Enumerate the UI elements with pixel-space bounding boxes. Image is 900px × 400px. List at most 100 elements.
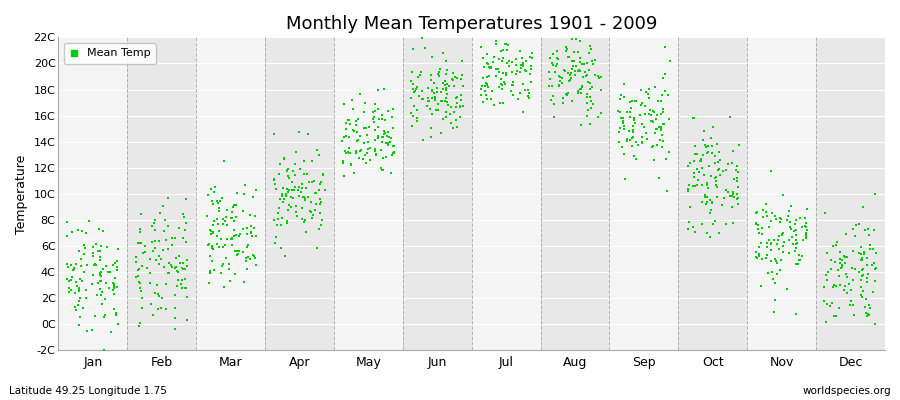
Point <box>110 264 124 270</box>
Point <box>94 269 108 275</box>
Point <box>111 321 125 328</box>
Point <box>860 296 874 302</box>
Point <box>156 203 170 210</box>
Point <box>491 69 506 75</box>
Point <box>138 249 152 255</box>
Point <box>167 265 182 271</box>
Point <box>212 205 227 211</box>
Point <box>64 262 78 269</box>
Point <box>90 292 104 298</box>
Point <box>207 267 221 274</box>
Point <box>219 255 233 261</box>
Point <box>73 314 87 320</box>
Point <box>700 150 715 156</box>
Point <box>374 166 389 173</box>
Point <box>725 189 740 196</box>
Point <box>93 278 107 284</box>
Point <box>616 81 631 87</box>
Point <box>687 114 701 121</box>
Point <box>337 101 351 108</box>
Point <box>107 285 122 291</box>
Point <box>732 142 746 148</box>
Point <box>87 312 102 319</box>
Point <box>569 36 583 42</box>
Point <box>751 222 765 228</box>
Point <box>563 71 578 78</box>
Point <box>381 108 395 114</box>
Point <box>501 58 516 64</box>
Point <box>559 48 573 54</box>
Point <box>107 282 122 288</box>
Point <box>864 262 878 268</box>
Point <box>504 88 518 94</box>
Point <box>171 253 185 260</box>
Point <box>246 252 260 258</box>
Point <box>166 235 180 241</box>
Point <box>583 98 598 104</box>
Point <box>371 87 385 94</box>
Point <box>225 235 239 242</box>
Point <box>425 95 439 102</box>
Point <box>364 145 378 151</box>
Point <box>167 292 182 298</box>
Point <box>206 222 220 228</box>
Point <box>228 248 242 254</box>
Point <box>416 136 430 143</box>
Point <box>293 165 308 172</box>
Point <box>280 188 294 195</box>
Point <box>405 69 419 75</box>
Point <box>134 305 148 312</box>
Point <box>170 268 184 275</box>
Point <box>588 56 602 63</box>
Point <box>177 214 192 220</box>
Point <box>544 60 559 66</box>
Point <box>109 284 123 290</box>
Point <box>859 310 873 316</box>
Point <box>220 207 234 214</box>
Point <box>167 326 182 333</box>
Point <box>547 114 562 120</box>
Point <box>158 217 172 223</box>
Point <box>560 92 574 98</box>
Point <box>315 217 329 223</box>
Point <box>790 260 805 267</box>
Point <box>272 171 286 178</box>
Point <box>306 212 320 218</box>
Point <box>700 185 715 191</box>
Point <box>764 218 778 224</box>
Point <box>446 70 461 76</box>
Point <box>175 276 189 283</box>
Point <box>220 222 234 228</box>
Point <box>483 64 498 71</box>
Point <box>180 316 194 323</box>
Point <box>489 38 503 45</box>
Point <box>858 248 872 255</box>
Point <box>110 257 124 264</box>
Point <box>379 154 393 160</box>
Point <box>313 196 328 202</box>
Point <box>385 142 400 149</box>
Point <box>846 302 860 308</box>
Point <box>853 277 868 283</box>
Point <box>855 204 869 210</box>
Point <box>507 13 521 19</box>
Point <box>314 178 328 185</box>
Point <box>654 110 669 117</box>
Point <box>494 82 508 88</box>
Point <box>152 261 166 268</box>
Point <box>626 135 640 141</box>
Point <box>88 261 103 268</box>
Point <box>844 298 859 304</box>
Point <box>731 184 745 190</box>
Point <box>639 130 653 137</box>
Point <box>546 62 561 68</box>
Point <box>152 253 166 260</box>
Point <box>793 257 807 263</box>
Point <box>384 152 399 158</box>
Point <box>454 92 468 98</box>
Point <box>694 156 708 162</box>
Point <box>755 256 770 262</box>
Point <box>634 134 649 140</box>
Point <box>658 44 672 50</box>
Point <box>516 60 530 66</box>
